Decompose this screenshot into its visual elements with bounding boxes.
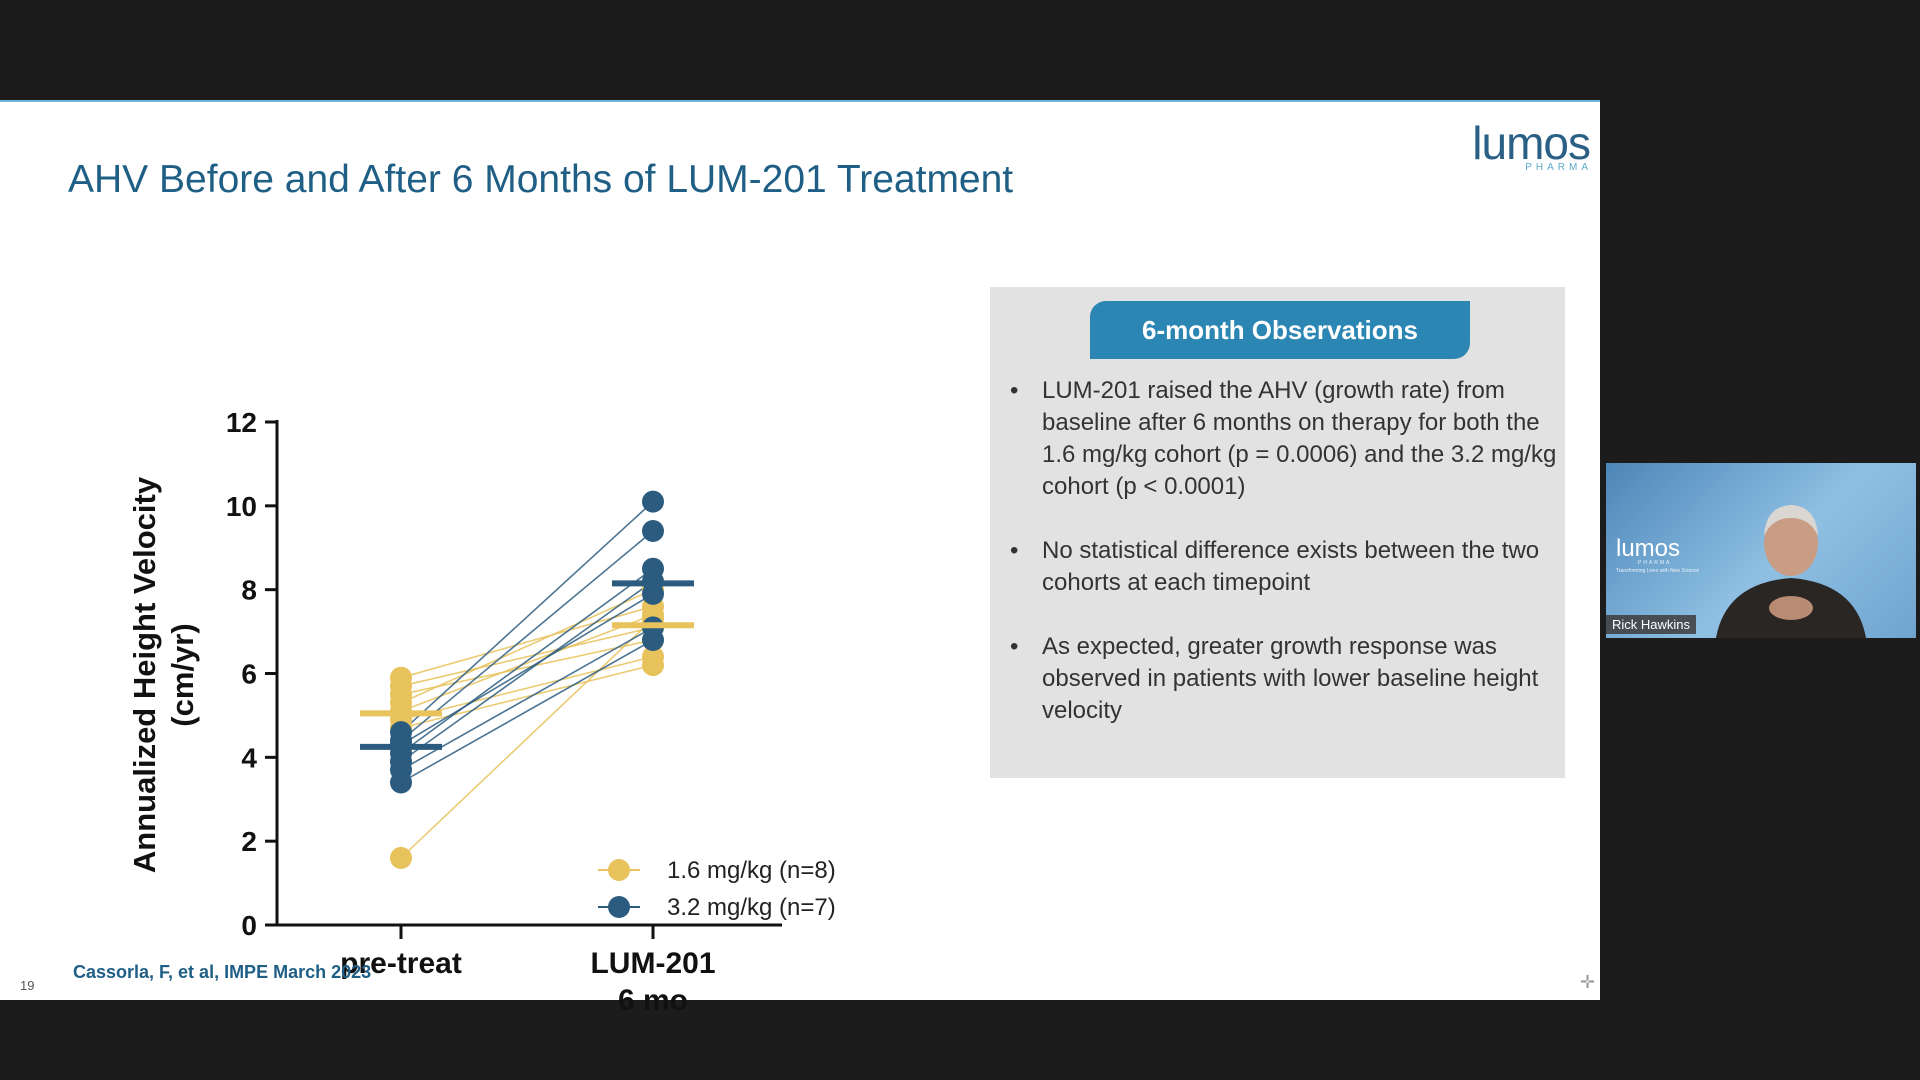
lumos-logo: lumos PHARMA [1466, 118, 1596, 178]
subject-line [400, 530, 654, 742]
subject-line [400, 501, 654, 733]
video-background-logo-sub: PHARMA [1638, 560, 1672, 566]
legend-label-1: 1.6 mg/kg (n=8) [667, 857, 836, 884]
observations-panel: 6-month Observations • LUM-201 raised the… [990, 287, 1565, 778]
logo-word: lumos [1472, 117, 1591, 169]
ahv-chart: 0 2 4 6 8 10 12 Annualized Height Velocity(cm/y… [127, 407, 836, 1017]
presenter-video-tile[interactable]: lumos PHARMA Transforming Lives with New… [1606, 463, 1916, 638]
logo-subtitle: PHARMA [1525, 162, 1592, 173]
subject-line [400, 655, 654, 721]
subject-line [400, 614, 654, 712]
legend-label-2: 3.2 mg/kg (n=7) [667, 894, 836, 921]
citation: Cassorla, F, et al, IMPE March 2023 [73, 962, 372, 982]
subject-line [400, 588, 654, 704]
pre-treat-point [390, 771, 412, 794]
y-tick-label: 0 [241, 910, 257, 941]
x-tick-label: 6 mo [618, 984, 688, 1017]
legend-marker-2 [608, 896, 630, 918]
legend-marker-1 [608, 859, 630, 881]
post-treat-point [642, 490, 664, 513]
presenter-silhouette-icon [1716, 505, 1866, 638]
presentation-slide: AHV Before and After 6 Months of LUM-201… [0, 100, 1600, 1017]
video-background-logo: lumos [1616, 535, 1681, 562]
subject-line [400, 593, 654, 746]
presenter-name: Rick Hawkins [1606, 615, 1697, 634]
post-treat-point [642, 582, 664, 605]
subject-line [400, 626, 654, 771]
slide-number: 19 [20, 978, 35, 993]
subject-line [400, 568, 654, 754]
bullet-icon: • [1010, 377, 1019, 404]
post-treat-point [642, 519, 664, 542]
subject-line [400, 664, 654, 729]
y-tick-label: 10 [226, 491, 257, 522]
observations-header: 6-month Observations [1090, 301, 1470, 359]
y-tick-label: 8 [241, 575, 257, 606]
observation-item: • No statistical difference exists betwee… [1002, 535, 1557, 599]
observation-text: No statistical difference exists between… [1042, 537, 1540, 596]
x-tick-label: LUM-201 [590, 947, 715, 980]
observation-item: • As expected, greater growth response wa… [1002, 631, 1557, 727]
observation-item: • LUM-201 raised the AHV (growth rate) fr… [1002, 375, 1557, 503]
subject-line [400, 639, 654, 784]
subject-line [400, 639, 654, 696]
y-tick-label: 2 [241, 826, 257, 857]
pre-treat-point [390, 846, 412, 869]
observation-text: LUM-201 raised the AHV (growth rate) fro… [1042, 377, 1557, 500]
x-tick-label: pre-treat [340, 947, 462, 980]
observation-text: As expected, greater growth response was… [1042, 633, 1539, 724]
subject-line [400, 618, 654, 859]
bullet-icon: • [1010, 537, 1019, 564]
observations-list: • LUM-201 raised the AHV (growth rate) fr… [1002, 375, 1557, 759]
y-axis-label: Annualized Height Velocity(cm/yr) [127, 476, 200, 873]
y-tick-label: 4 [241, 742, 257, 773]
subject-line [400, 580, 654, 763]
post-treat-point [642, 654, 664, 677]
y-tick-label: 6 [241, 659, 257, 690]
post-treat-point [642, 628, 664, 651]
crosshair-icon: ✛ [1580, 972, 1596, 992]
video-background-tagline: Transforming Lives with New Science [1616, 568, 1700, 574]
legend: 1.6 mg/kg (n=8) 3.2 mg/kg (n=7) [598, 857, 836, 921]
bullet-icon: • [1010, 633, 1019, 660]
y-tick-label: 12 [226, 407, 257, 438]
subject-line [400, 626, 654, 687]
slide-title: AHV Before and After 6 Months of LUM-201… [68, 158, 1014, 201]
